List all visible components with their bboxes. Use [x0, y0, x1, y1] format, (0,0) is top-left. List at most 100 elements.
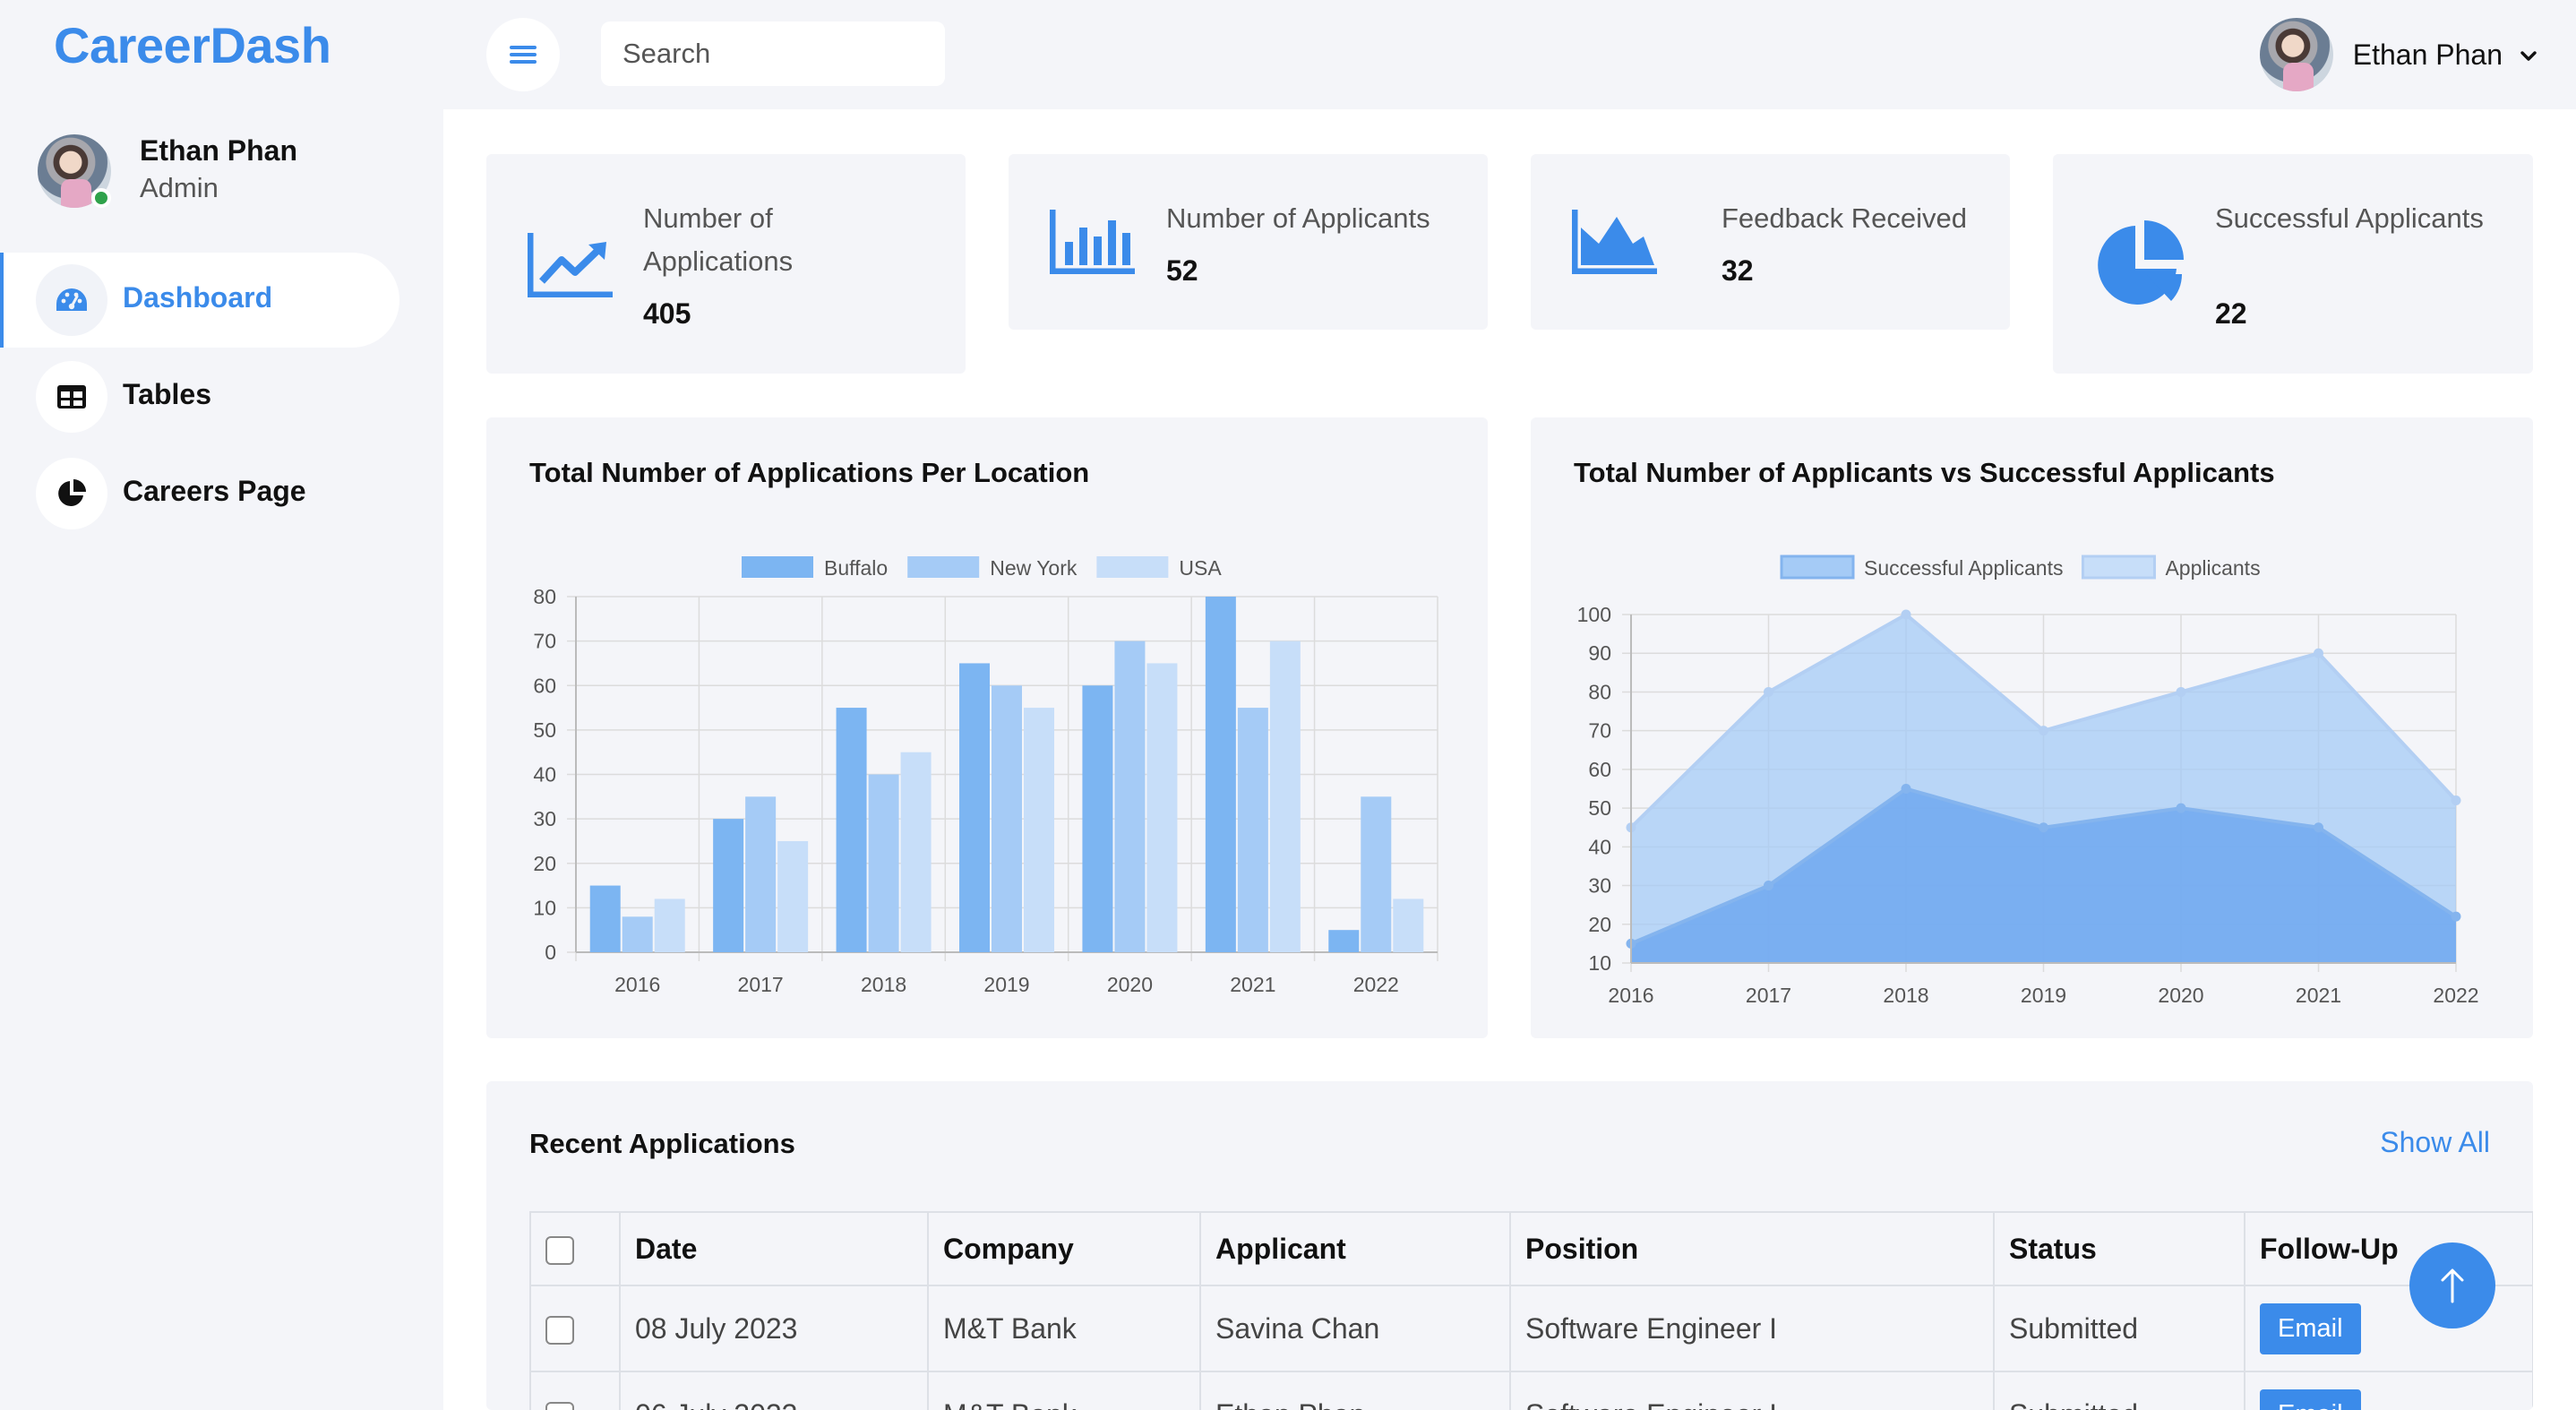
area-fill — [1631, 788, 2456, 963]
table-icon — [36, 361, 107, 433]
bar — [622, 916, 653, 952]
cell-position: Software Engineer I — [1509, 1285, 1995, 1372]
y-tick-label: 40 — [533, 763, 556, 787]
bar — [713, 819, 744, 952]
row-checkbox[interactable] — [545, 1402, 574, 1410]
column-header[interactable]: Position — [1509, 1211, 1995, 1286]
bar-chart: 0 10 20 30 40 50 60 70 80 2016 2017 2018 2019 2020 202… — [533, 556, 1438, 996]
column-header[interactable]: Company — [927, 1211, 1201, 1286]
area-chart-card: Total Number of Applicants vs Successful… — [1531, 417, 2533, 1038]
bar — [1146, 663, 1178, 952]
section-title: Recent Applications — [529, 1128, 795, 1159]
y-tick-label: 80 — [1588, 680, 1611, 703]
x-tick-label: 2017 — [738, 973, 784, 996]
x-tick-label: 2021 — [1230, 973, 1275, 996]
sidebar-item-dashboard[interactable]: Dashboard — [0, 253, 399, 348]
x-tick-label: 2020 — [2158, 984, 2203, 1007]
data-point — [2039, 822, 2048, 833]
column-header[interactable]: Status — [1993, 1211, 2245, 1286]
recent-applications-card: Recent Applications Show All Date Compan… — [486, 1081, 2533, 1410]
y-tick-label: 100 — [1577, 603, 1611, 626]
email-button[interactable]: Email — [2260, 1389, 2361, 1410]
y-tick-label: 70 — [1588, 719, 1611, 743]
email-button[interactable]: Email — [2260, 1303, 2361, 1354]
legend-swatch — [1096, 556, 1169, 578]
row-select-cell — [529, 1371, 621, 1410]
gauge-icon — [36, 264, 107, 336]
data-point — [1764, 686, 1773, 697]
avatar — [38, 134, 111, 208]
x-tick-label: 2016 — [1608, 984, 1653, 1007]
y-tick-label: 30 — [533, 807, 556, 830]
cell-applicant: Ethan Phan — [1199, 1371, 1511, 1410]
chevron-down-icon — [2520, 51, 2537, 61]
sidebar-item-tables[interactable]: Tables — [0, 349, 399, 444]
table-header-row: Date Company Applicant Position Status F… — [529, 1211, 2533, 1286]
stat-card-applicants: Number of Applicants 52 — [1009, 154, 1488, 330]
x-tick-label: 2019 — [2021, 984, 2066, 1007]
cell-company: M&T Bank — [927, 1285, 1201, 1372]
scroll-to-top-button[interactable] — [2409, 1242, 2495, 1328]
bar — [589, 885, 621, 952]
select-all-checkbox[interactable] — [545, 1236, 574, 1266]
stat-label: Successful Applicants — [2215, 202, 2484, 234]
legend-label: Buffalo — [824, 556, 888, 580]
bar-chart-icon — [1050, 210, 1135, 274]
stat-value: 22 — [2215, 297, 2247, 330]
row-checkbox[interactable] — [545, 1316, 574, 1346]
bar — [1114, 641, 1146, 952]
legend-swatch — [742, 556, 813, 578]
stat-value: 405 — [643, 297, 691, 330]
y-tick-label: 10 — [1588, 951, 1611, 975]
hamburger-icon — [510, 46, 537, 64]
bar — [1205, 597, 1236, 952]
bar — [1328, 930, 1360, 952]
x-tick-label: 2018 — [1883, 984, 1928, 1007]
search-input[interactable] — [601, 21, 945, 86]
sidebar: CareerDash Ethan Phan Admin Dashboard — [0, 0, 443, 1410]
data-point — [2039, 726, 2048, 736]
data-point — [2176, 803, 2186, 813]
legend-label: Applicants — [2165, 556, 2260, 580]
y-tick-label: 30 — [1588, 874, 1611, 898]
cell-follow-up: Email — [2244, 1371, 2533, 1410]
area-chart-icon — [1572, 210, 1657, 274]
menu-toggle-button[interactable] — [486, 18, 560, 91]
main-content: Number of Applications 405 Number of App… — [443, 109, 2576, 1410]
bar — [900, 752, 932, 952]
y-tick-label: 20 — [533, 852, 556, 875]
line-chart-icon — [528, 233, 613, 297]
bar — [1024, 708, 1054, 952]
stat-card-feedback: Feedback Received 32 — [1531, 154, 2010, 330]
bar — [745, 796, 777, 952]
online-status-icon — [91, 188, 111, 208]
brand-logo[interactable]: CareerDash — [54, 17, 331, 73]
x-tick-label: 2016 — [614, 973, 660, 996]
applications-table: Date Company Applicant Position Status F… — [529, 1211, 2533, 1410]
legend-swatch — [1780, 555, 1855, 580]
pie-chart-icon — [2098, 220, 2184, 305]
sidebar-item-careers-page[interactable]: Careers Page — [0, 446, 399, 541]
sidebar-item-label: Careers Page — [123, 475, 306, 507]
show-all-link[interactable]: Show All — [2380, 1126, 2490, 1158]
row-select-cell — [529, 1285, 621, 1372]
bar — [1082, 685, 1113, 952]
sidebar-item-label: Tables — [123, 378, 211, 410]
user-menu[interactable]: Ethan Phan — [2259, 18, 2537, 91]
x-tick-label: 2022 — [2433, 984, 2478, 1007]
y-tick-label: 80 — [533, 585, 556, 608]
table-row: 06 July 2023 M&T Bank Ethan Phan Softwar… — [529, 1371, 2533, 1410]
column-header[interactable]: Follow-Up — [2244, 1211, 2533, 1286]
column-header[interactable]: Date — [619, 1211, 929, 1286]
y-tick-label: 40 — [1588, 835, 1611, 858]
x-tick-label: 2021 — [2296, 984, 2341, 1007]
chart-title: Total Number of Applicants vs Successful… — [1574, 457, 2275, 488]
legend-label: New York — [990, 556, 1078, 580]
data-point — [2314, 822, 2323, 833]
y-tick-label: 60 — [533, 674, 556, 697]
column-header[interactable]: Applicant — [1199, 1211, 1511, 1286]
cell-date: 06 July 2023 — [619, 1371, 929, 1410]
x-tick-label: 2017 — [1746, 984, 1791, 1007]
stat-label: Number of Applications — [643, 202, 794, 277]
pie-chart-icon — [36, 458, 107, 529]
